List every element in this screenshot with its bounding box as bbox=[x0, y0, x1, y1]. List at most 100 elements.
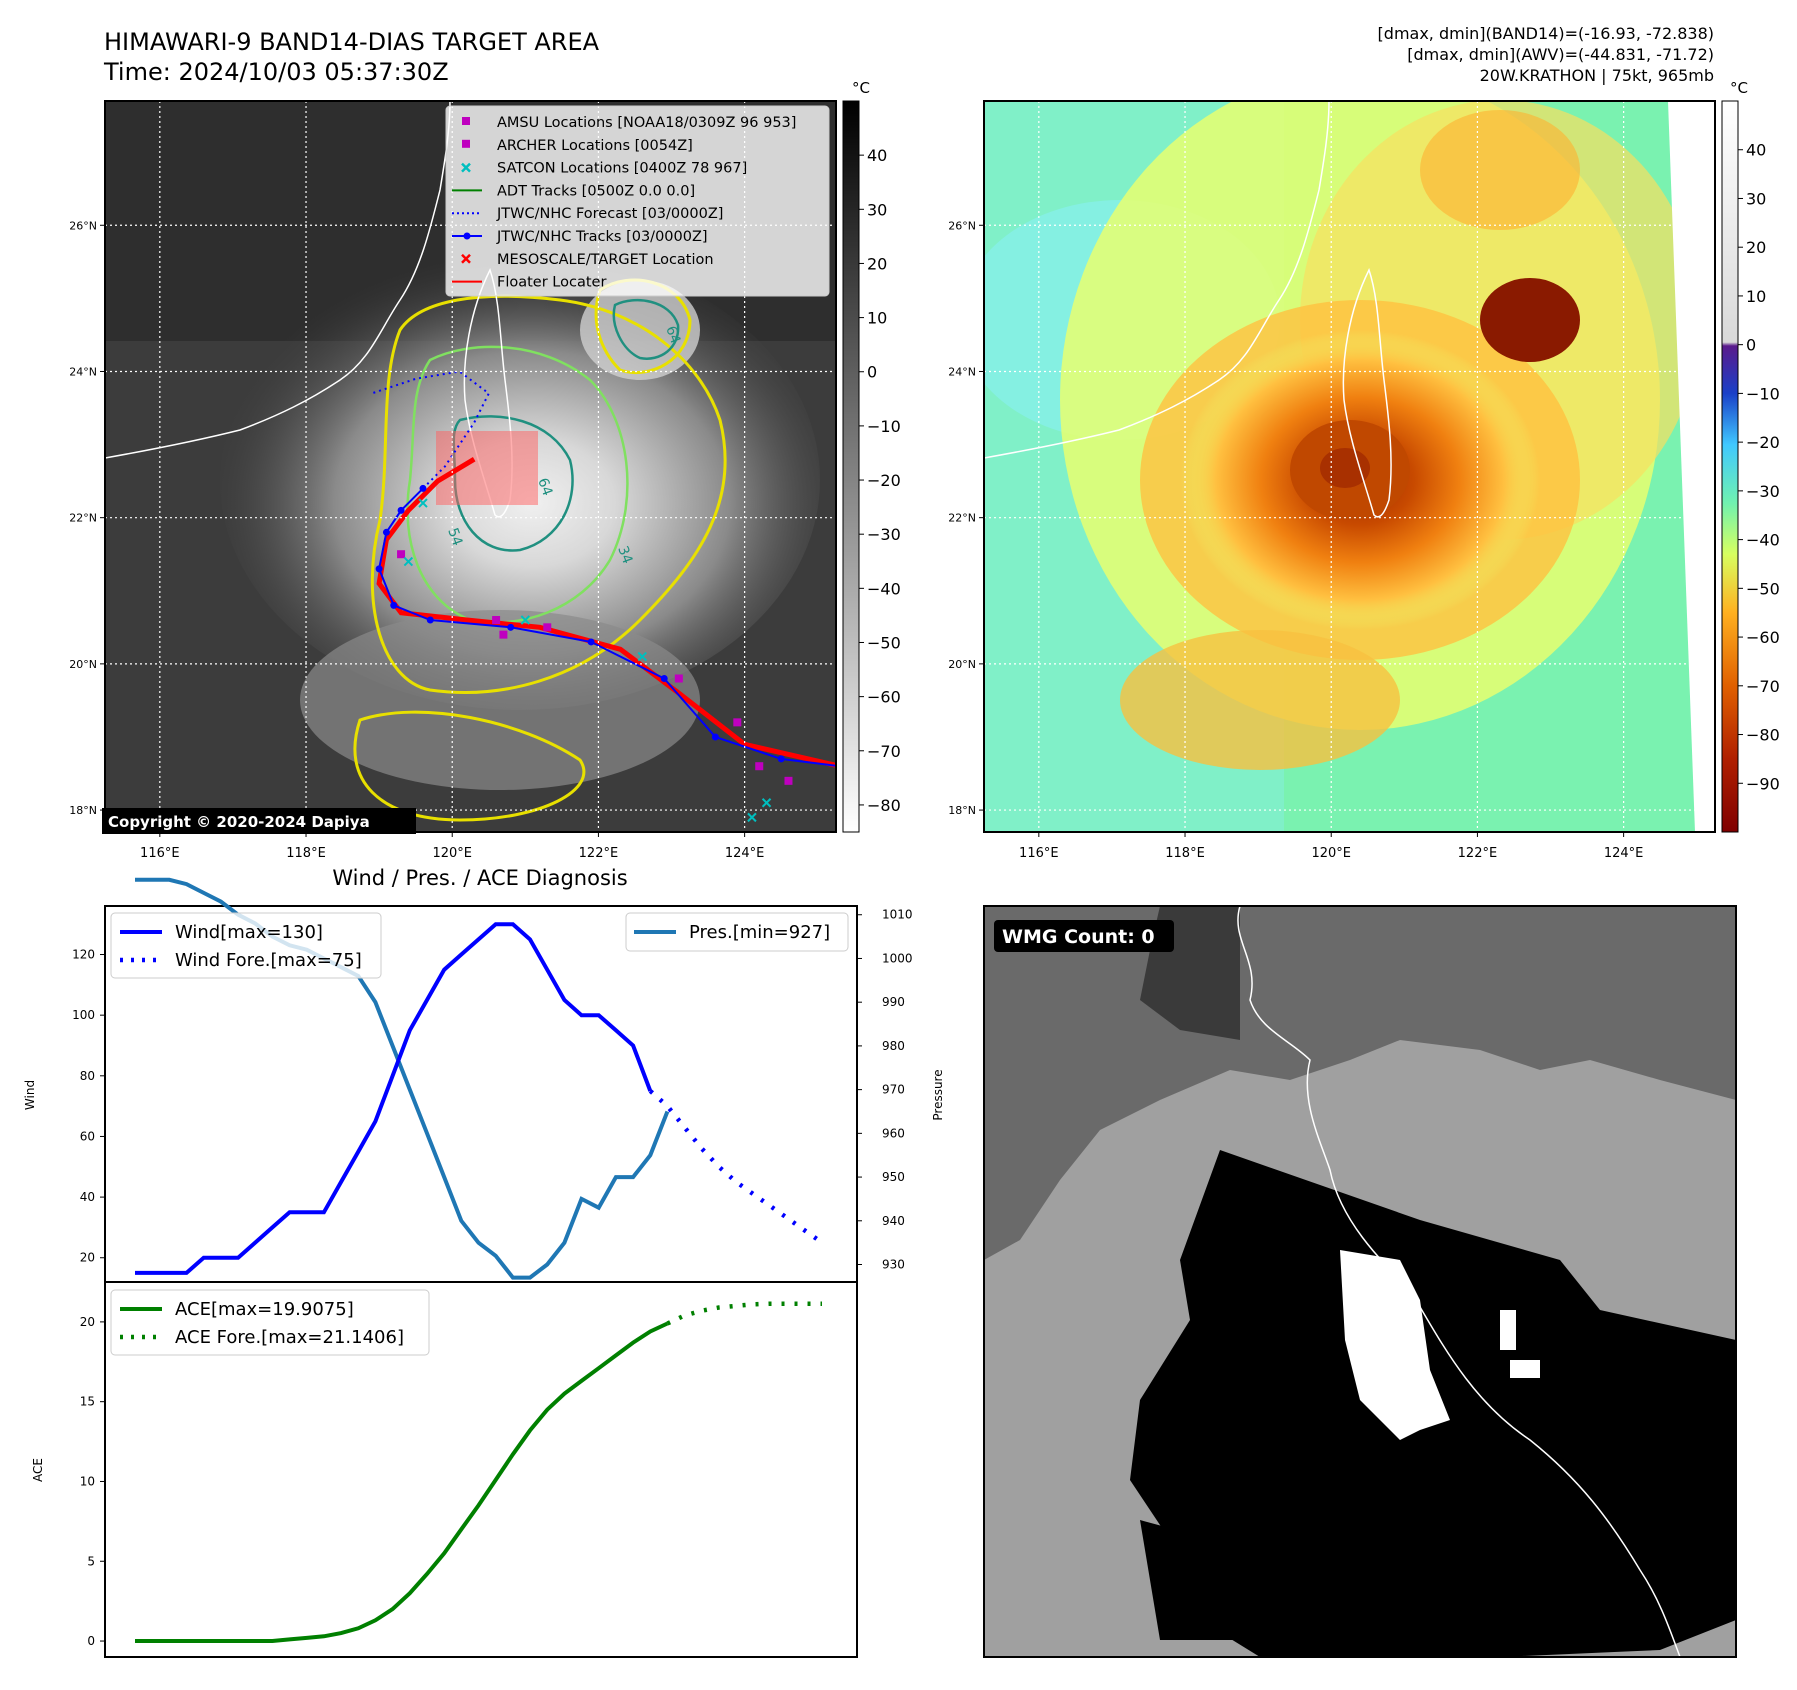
y-tick-label: 100 bbox=[72, 1008, 95, 1022]
lat-tick-label: 18°N bbox=[948, 804, 976, 817]
lat-tick-label: 26°N bbox=[948, 219, 976, 232]
contour-label: 64 bbox=[534, 476, 555, 498]
colorbar-tick-label: 0 bbox=[867, 363, 877, 382]
jtwc-track-point bbox=[777, 755, 785, 763]
y2-tick-label: 960 bbox=[882, 1126, 905, 1140]
lat-tick-label: 18°N bbox=[69, 804, 97, 817]
y2-tick-label: 990 bbox=[882, 995, 905, 1009]
lon-tick-label: 118°E bbox=[286, 846, 326, 861]
y-tick-label: 80 bbox=[80, 1069, 95, 1083]
contour-label: 34 bbox=[614, 544, 635, 566]
lat-tick-label: 20°N bbox=[948, 658, 976, 671]
colorbar-tick-label: −30 bbox=[867, 525, 901, 544]
pressure-axis-label: Pressure bbox=[931, 1069, 945, 1120]
ace-series-line bbox=[135, 1321, 669, 1643]
y2-tick-label: 950 bbox=[882, 1170, 905, 1184]
lat-tick-label: 24°N bbox=[69, 365, 97, 378]
colorbar-tick-label: −20 bbox=[867, 471, 901, 490]
lat-tick-label: 20°N bbox=[69, 658, 97, 671]
ace-chart: 0 5 10 15 20 ACE ACE[max=19.9075] ACE Fore.[… bbox=[31, 1281, 858, 1658]
colorbar-tick-label: 20 bbox=[1746, 238, 1766, 257]
lat-tick-label: 22°N bbox=[69, 512, 97, 525]
colorbar-tick-label: −80 bbox=[1746, 726, 1780, 745]
lon-tick-label: 124°E bbox=[1604, 846, 1644, 861]
colorbar-tick-label: −40 bbox=[1746, 531, 1780, 550]
y-tick-label: 15 bbox=[80, 1395, 95, 1409]
colorbar-tick-label: −10 bbox=[867, 417, 901, 436]
y2-tick-label: 940 bbox=[882, 1214, 905, 1228]
y-tick-label: 20 bbox=[80, 1251, 95, 1265]
satcon-marker bbox=[520, 615, 531, 625]
lat-tick-label: 22°N bbox=[948, 512, 976, 525]
stats-block: [dmax, dmin](BAND14)=(-16.93, -72.838) [d… bbox=[1378, 24, 1714, 85]
amsu-marker bbox=[755, 762, 764, 771]
colorbar-tick-label: −70 bbox=[1746, 677, 1780, 696]
awv-map-panel bbox=[983, 100, 1716, 833]
colorbar-tick-label: −20 bbox=[1746, 433, 1780, 452]
jtwc-track-point bbox=[375, 565, 383, 573]
amsu-marker bbox=[397, 550, 406, 559]
map-legend-label: JTWC/NHC Tracks [03/0000Z] bbox=[496, 229, 708, 245]
y-tick-label: 60 bbox=[80, 1129, 95, 1143]
pressure-legend: Pres.[min=927] bbox=[625, 912, 849, 952]
y-tick-label: 120 bbox=[72, 948, 95, 962]
colorbar-tick-label: −40 bbox=[867, 579, 901, 598]
y2-tick-label: 1010 bbox=[882, 908, 913, 922]
lon-tick-label: 118°E bbox=[1165, 846, 1205, 861]
awv-colorbar-unit: °C bbox=[1730, 79, 1748, 97]
amsu-marker bbox=[784, 776, 793, 785]
ir-map-axis-labels: 116°E 118°E 120°E 122°E 124°E 18°N 20°N 22°N 24°… bbox=[69, 219, 764, 861]
colorbar-tick-label: −50 bbox=[1746, 579, 1780, 598]
jtwc-track-point bbox=[426, 616, 434, 624]
y-tick-label: 0 bbox=[87, 1634, 95, 1648]
contour-label: 64 bbox=[662, 324, 683, 346]
satcon-marker bbox=[637, 651, 647, 662]
lon-tick-label: 122°E bbox=[1458, 846, 1498, 861]
jtwc-track-point bbox=[397, 506, 405, 514]
lat-tick-label: 24°N bbox=[948, 365, 976, 378]
diagnosis-title: Wind / Pres. / ACE Diagnosis bbox=[332, 866, 627, 890]
lon-tick-label: 122°E bbox=[579, 846, 619, 861]
ace-legend: ACE[max=19.9075] ACE Fore.[max=21.1406] bbox=[110, 1289, 430, 1356]
wmg-count-label: WMG Count: 0 bbox=[1002, 926, 1155, 948]
wind-pressure-chart: 20 40 60 80 100 120 930 940 950 960 970 980 990 1000… bbox=[23, 877, 945, 1283]
colorbar-tick-label: −70 bbox=[867, 742, 901, 761]
stats-line: [dmax, dmin](BAND14)=(-16.93, -72.838) bbox=[1378, 24, 1714, 43]
stats-line: [dmax, dmin](AWV)=(-44.831, -71.72) bbox=[1407, 45, 1714, 64]
figure-time: Time: 2024/10/03 05:37:30Z bbox=[103, 58, 449, 86]
jtwc-track-point bbox=[419, 484, 427, 492]
map-legend-label: ARCHER Locations [0054Z] bbox=[497, 138, 693, 154]
colorbar-tick-label: −80 bbox=[867, 796, 901, 815]
y-tick-label: 5 bbox=[87, 1554, 95, 1568]
map-legend-label: ADT Tracks [0500Z 0.0 0.0] bbox=[497, 183, 695, 199]
ir-colorbar-unit: °C bbox=[852, 79, 870, 97]
awv-colorbar: °C 40 30 20 10 0 −10 −20 −30 −40 −50 −60 −70 −80 −90 bbox=[1721, 79, 1780, 833]
colorbar-tick-label: 30 bbox=[867, 200, 887, 219]
colorbar-tick-label: −60 bbox=[867, 688, 901, 707]
colorbar-tick-label: 20 bbox=[867, 254, 887, 273]
jtwc-track-point bbox=[507, 623, 515, 631]
map-legend-label: MESOSCALE/TARGET Location bbox=[497, 252, 714, 268]
satcon-marker bbox=[403, 556, 414, 567]
colorbar-tick-label: −90 bbox=[1746, 774, 1780, 793]
jtwc-track-point bbox=[836, 763, 843, 770]
colorbar-tick-label: 40 bbox=[867, 146, 887, 165]
pressure-series-line bbox=[135, 877, 670, 1280]
colorbar-tick-label: 0 bbox=[1746, 336, 1756, 355]
y2-tick-label: 970 bbox=[882, 1083, 905, 1097]
jtwc-track-point bbox=[660, 674, 668, 682]
wmg-panel: WMG Count: 0 bbox=[983, 905, 1737, 1658]
lon-tick-label: 120°E bbox=[432, 846, 472, 861]
amsu-marker bbox=[499, 630, 508, 639]
colorbar-tick-label: 30 bbox=[1746, 189, 1766, 208]
lon-tick-label: 116°E bbox=[1019, 846, 1059, 861]
colorbar-tick-label: −10 bbox=[1746, 384, 1780, 403]
wind-series-line bbox=[135, 922, 653, 1275]
map-legend: AMSU Locations [NOAA18/0309Z 96 953] ARCH… bbox=[445, 105, 830, 297]
legend-ace-forecast: ACE Fore.[max=21.1406] bbox=[175, 1327, 404, 1348]
colorbar-tick-label: −60 bbox=[1746, 628, 1780, 647]
amsu-marker bbox=[543, 623, 552, 632]
amsu-marker bbox=[492, 616, 501, 625]
ir-colorbar: °C 40 30 20 10 0 −10 −20 −30 −40 −50 −60 −70 −80 bbox=[842, 79, 901, 833]
